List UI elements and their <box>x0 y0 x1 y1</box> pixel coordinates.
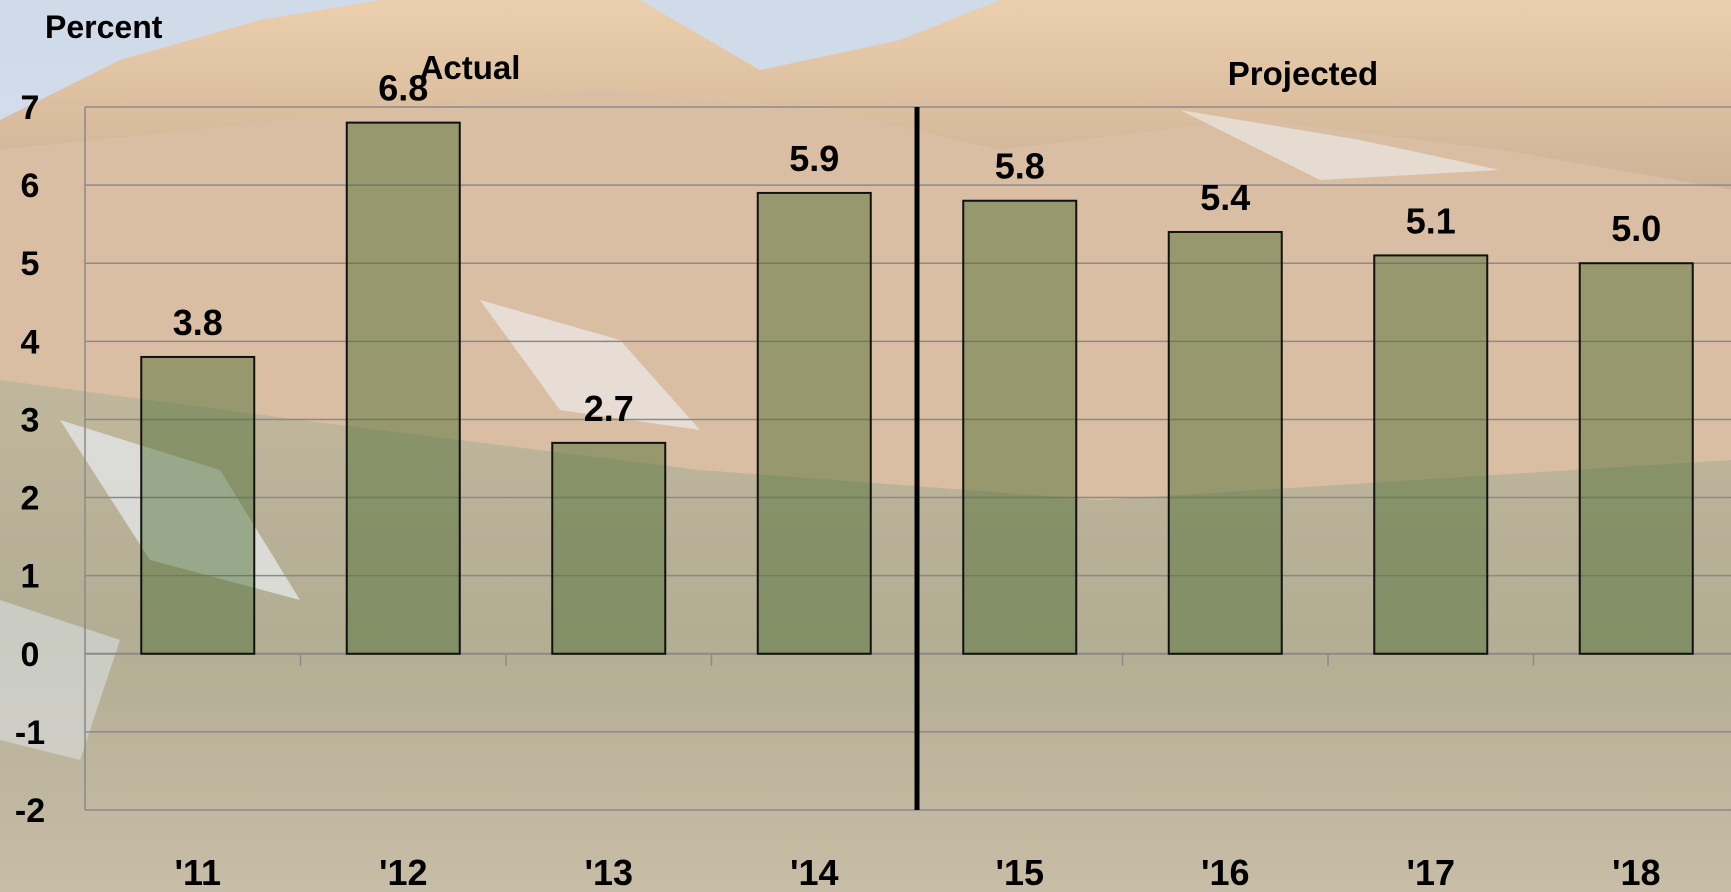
y-tick-label: 2 <box>21 480 40 518</box>
y-tick-label: 4 <box>21 323 40 361</box>
projected-section-label: Projected <box>1228 55 1378 92</box>
y-tick-label: 1 <box>21 558 40 596</box>
x-tick-labels: '11 '12 '13 '14 '15 '16 '17 '18 <box>174 852 1660 892</box>
actual-section-label: Actual <box>420 49 521 86</box>
y-tick-labels: 7 6 5 4 3 2 1 0 -1 -2 <box>15 89 45 830</box>
x-tick-label: '17 <box>1406 852 1455 892</box>
y-axis-label: Percent <box>45 9 163 45</box>
y-tick-label: 6 <box>21 167 40 205</box>
x-tick-label: '13 <box>584 852 633 892</box>
bars <box>140 121 1694 655</box>
x-tick-label: '16 <box>1201 852 1250 892</box>
y-tick-label: -1 <box>15 714 45 752</box>
x-tick-label: '18 <box>1612 852 1661 892</box>
value-label: 3.8 <box>173 302 223 343</box>
x-tick-label: '15 <box>995 852 1044 892</box>
bar-14 <box>756 191 872 655</box>
value-label: 5.8 <box>995 146 1045 187</box>
bar-16 <box>1167 230 1283 655</box>
y-tick-label: 5 <box>21 245 40 283</box>
x-tick-label: '14 <box>790 852 839 892</box>
bar-12 <box>345 121 461 655</box>
value-labels: 3.8 6.8 2.7 5.9 5.8 5.4 5.1 5.0 <box>173 68 1662 429</box>
x-tick-label: '11 <box>174 852 221 892</box>
x-tick-label: '12 <box>379 852 428 892</box>
value-label: 2.7 <box>584 388 634 429</box>
bar-15 <box>962 199 1078 655</box>
bar-18 <box>1578 262 1694 655</box>
bar-11 <box>140 355 256 655</box>
bar-13 <box>551 441 667 655</box>
value-label: 5.0 <box>1611 208 1661 249</box>
value-label: 5.9 <box>789 138 839 179</box>
y-tick-label: 7 <box>21 89 40 127</box>
y-tick-label: -2 <box>15 792 45 830</box>
value-label: 6.8 <box>378 68 428 109</box>
value-label: 5.1 <box>1406 200 1456 241</box>
bar-17 <box>1373 254 1489 655</box>
value-label: 5.4 <box>1200 177 1250 218</box>
y-tick-label: 3 <box>21 401 40 439</box>
y-tick-label: 0 <box>21 636 40 674</box>
